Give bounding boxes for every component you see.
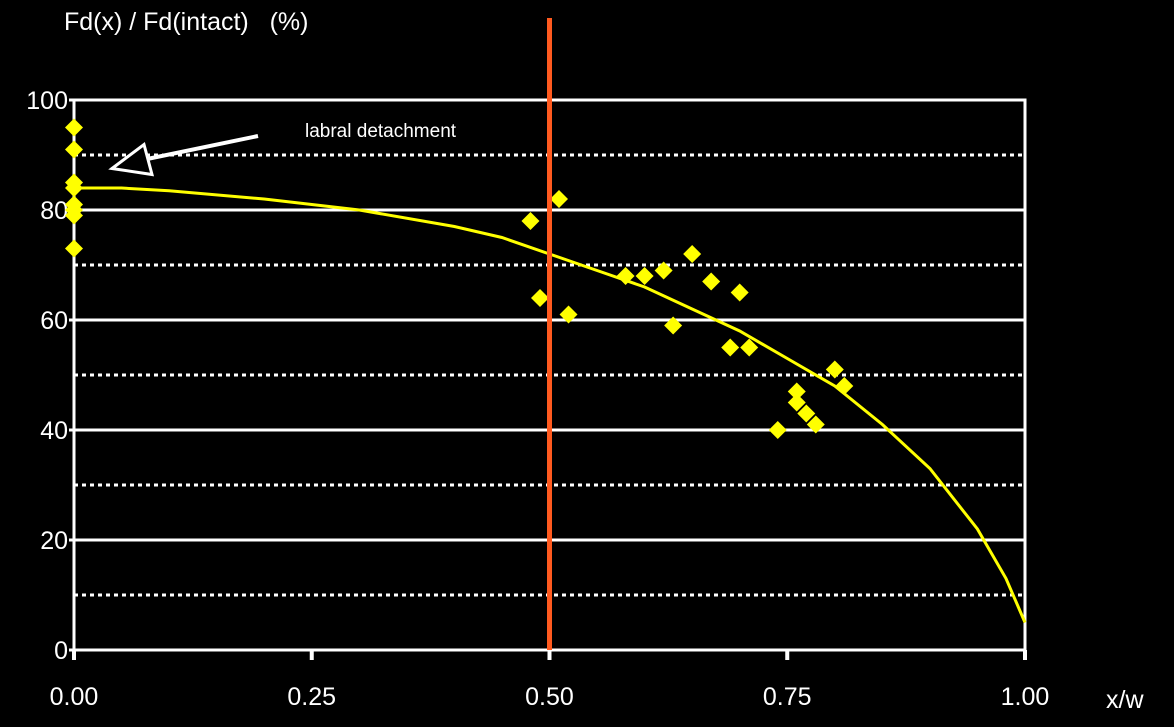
- data-point-24: [797, 404, 816, 423]
- data-point-23: [787, 382, 806, 401]
- annotation-label: labral detachment: [305, 121, 457, 142]
- annotation-arrow-head: [108, 141, 155, 177]
- x-tick-label-0.75: 0.75: [763, 683, 812, 711]
- data-point-26: [825, 360, 844, 379]
- data-point-17: [702, 272, 721, 291]
- data-point-12: [616, 267, 635, 285]
- x-tick-label-0.25: 0.25: [287, 683, 336, 711]
- data-point-19: [730, 283, 749, 302]
- data-point-9: [530, 289, 549, 307]
- annotation-arrow-shaft: [139, 134, 259, 163]
- y-tick-label-20: 20: [40, 527, 68, 555]
- data-point-27: [835, 377, 854, 395]
- data-point-16: [683, 245, 702, 263]
- data-point-22: [787, 393, 806, 412]
- data-point-0: [65, 118, 83, 137]
- x-tick-label-0.50: 0.50: [525, 683, 574, 711]
- x-axis-title: x/w: [1106, 686, 1144, 714]
- data-point-1: [65, 140, 83, 159]
- data-point-10: [550, 190, 569, 208]
- y-tick-label-0: 0: [54, 637, 68, 665]
- y-tick-label-40: 40: [40, 417, 68, 445]
- data-point-15: [664, 316, 683, 335]
- y-tick-label-60: 60: [40, 307, 68, 335]
- data-point-13: [635, 267, 654, 285]
- data-point-11: [559, 305, 578, 324]
- data-point-18: [721, 338, 740, 357]
- y-tick-label-100: 100: [26, 87, 68, 115]
- data-point-7: [65, 239, 83, 258]
- data-point-8: [521, 212, 540, 230]
- x-tick-label-1.00: 1.00: [1001, 683, 1050, 711]
- fitted-curve: [74, 186, 1027, 624]
- y-axis-title: Fd(x) / Fd(intact) (%): [64, 8, 309, 36]
- data-point-3: [65, 179, 83, 197]
- data-point-25: [806, 415, 825, 434]
- y-tick-label-80: 80: [40, 197, 68, 225]
- data-point-14: [654, 261, 673, 280]
- data-point-21: [768, 421, 787, 439]
- x-tick-label-0.00: 0.00: [50, 683, 99, 711]
- data-point-6: [65, 206, 83, 225]
- data-point-20: [740, 338, 759, 357]
